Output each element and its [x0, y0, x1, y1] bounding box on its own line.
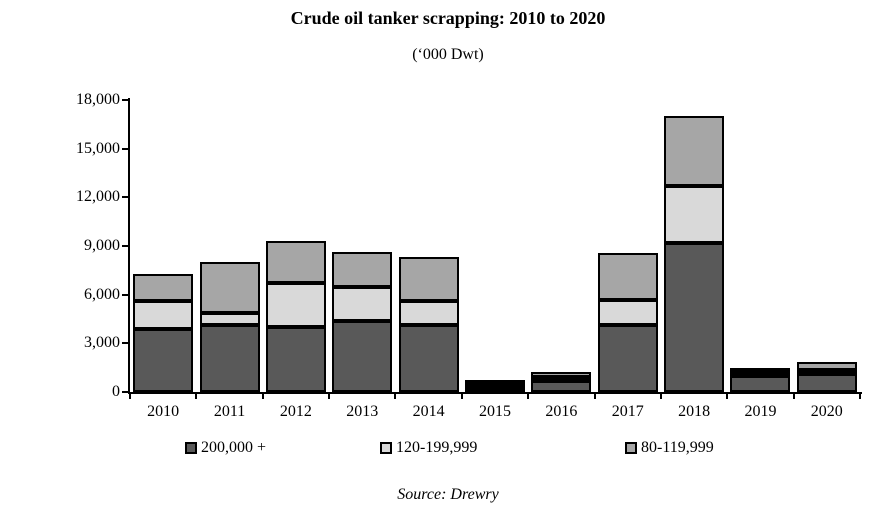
bar-segment-2016-200-000-+ [531, 380, 592, 392]
bar-segment-2013-80-119-999 [332, 252, 393, 287]
x-tick-mark [859, 394, 861, 399]
y-tick-mark [122, 99, 128, 101]
bar-2013 [332, 252, 393, 392]
x-category-label-2013: 2013 [346, 403, 379, 420]
bar-segment-2019-120-199-999 [730, 371, 791, 376]
bar-segment-2017-200-000-+ [597, 325, 658, 392]
y-tick-label: 15,000 [76, 139, 120, 157]
bar-segment-2015-120-199-999 [465, 383, 525, 388]
chart-title: Crude oil tanker scrapping: 2010 to 2020 [290, 8, 606, 28]
legend-label: 80-119,999 [641, 439, 714, 456]
bar-segment-2012-200-000-+ [265, 327, 326, 392]
y-tick-mark [122, 391, 128, 393]
x-category-label-2010: 2010 [147, 403, 180, 420]
bar-segment-2017-80-119-999 [597, 252, 658, 300]
bar-segment-2012-120-199-999 [265, 283, 326, 328]
bar-2012 [265, 241, 326, 392]
bar-segment-2010-80-119-999 [133, 273, 194, 302]
y-tick-mark [122, 342, 128, 345]
bar-segment-2020-80-119-999 [796, 361, 857, 371]
x-tick-mark [659, 394, 662, 399]
y-tick-mark [122, 293, 128, 296]
bar-2011 [199, 262, 260, 392]
y-tick-label: 6,000 [84, 285, 120, 303]
bar-2015 [465, 379, 525, 392]
bar-2014 [398, 257, 459, 392]
bar-segment-2015-200-000-+ [465, 387, 525, 392]
y-tick-label: 3,000 [84, 334, 120, 352]
bar-segment-2018-200-000-+ [664, 242, 725, 392]
y-tick-label: 18,000 [76, 91, 120, 108]
x-tick-mark [261, 394, 264, 399]
bar-segment-2018-80-119-999 [664, 116, 725, 186]
bar-segment-2013-120-199-999 [332, 286, 393, 321]
bar-segment-2018-120-199-999 [664, 185, 725, 243]
bar-segment-2016-80-119-999 [531, 371, 592, 377]
bar-2010 [133, 273, 194, 392]
bar-segment-2012-80-119-999 [265, 241, 326, 284]
x-tick-mark [328, 394, 331, 399]
x-category-label-2020: 2020 [810, 403, 843, 420]
bar-segment-2020-200-000-+ [796, 374, 857, 392]
bar-2020 [796, 361, 857, 392]
legend-label: 120-199,999 [396, 439, 478, 456]
y-tick-mark [122, 245, 128, 247]
x-category-label-2015: 2015 [478, 403, 511, 420]
legend-swatch-icon [185, 442, 197, 454]
y-tick-label: 9,000 [84, 237, 120, 254]
bar-2019 [730, 367, 791, 392]
y-tick-label: 12,000 [76, 188, 120, 206]
bar-segment-2011-120-199-999 [199, 312, 260, 326]
y-tick-label: 0 [112, 383, 120, 400]
legend-label: 200,000 + [201, 439, 267, 456]
x-tick-mark [394, 394, 397, 399]
x-tick-mark [129, 394, 131, 399]
legend-swatch-icon [380, 442, 392, 454]
bar-segment-2019-80-119-999 [730, 367, 791, 372]
legend-swatch-icon [625, 442, 637, 454]
chart-subtitle: (‘000 Dwt) [412, 46, 484, 63]
bar-segment-2011-200-000-+ [199, 325, 260, 392]
bar-2017 [597, 252, 658, 392]
legend-item-2: 120-199,999 [380, 439, 477, 457]
bar-segment-2016-120-199-999 [531, 376, 592, 381]
x-category-label-2014: 2014 [412, 403, 445, 420]
bar-segment-2020-120-199-999 [796, 370, 857, 375]
x-category-label-2011: 2011 [213, 403, 246, 420]
x-category-label-2018: 2018 [678, 403, 711, 420]
bar-segment-2014-80-119-999 [398, 257, 459, 302]
bar-segment-2010-200-000-+ [133, 328, 194, 392]
x-tick-mark [195, 394, 198, 399]
y-tick-mark [122, 196, 128, 199]
bar-segment-2019-200-000-+ [730, 375, 791, 392]
bar-segment-2017-120-199-999 [597, 299, 658, 326]
x-tick-mark [726, 394, 729, 399]
x-category-label-2012: 2012 [279, 403, 312, 420]
x-tick-mark [792, 394, 795, 399]
bar-2016 [531, 371, 592, 392]
bar-2018 [664, 116, 725, 392]
bar-segment-2014-200-000-+ [398, 325, 459, 392]
bar-segment-2011-80-119-999 [199, 262, 260, 313]
x-category-label-2019: 2019 [744, 403, 777, 420]
bar-segment-2013-200-000-+ [332, 320, 393, 392]
bar-segment-2015-80-119-999 [465, 379, 525, 384]
bar-segment-2014-120-199-999 [398, 301, 459, 326]
y-axis-line [128, 98, 130, 394]
x-category-label-2017: 2017 [611, 403, 644, 420]
x-tick-mark [527, 394, 530, 399]
x-tick-mark [460, 394, 463, 399]
bar-segment-2010-120-199-999 [133, 301, 194, 329]
legend-item-1: 200,000 + [185, 439, 266, 457]
x-axis-line [128, 392, 862, 394]
x-tick-mark [593, 394, 596, 399]
source-note: Source: Drewry [397, 486, 499, 503]
x-category-label-2016: 2016 [545, 403, 578, 420]
legend-item-3: 80-119,999 [625, 439, 714, 457]
y-tick-mark [122, 147, 128, 150]
